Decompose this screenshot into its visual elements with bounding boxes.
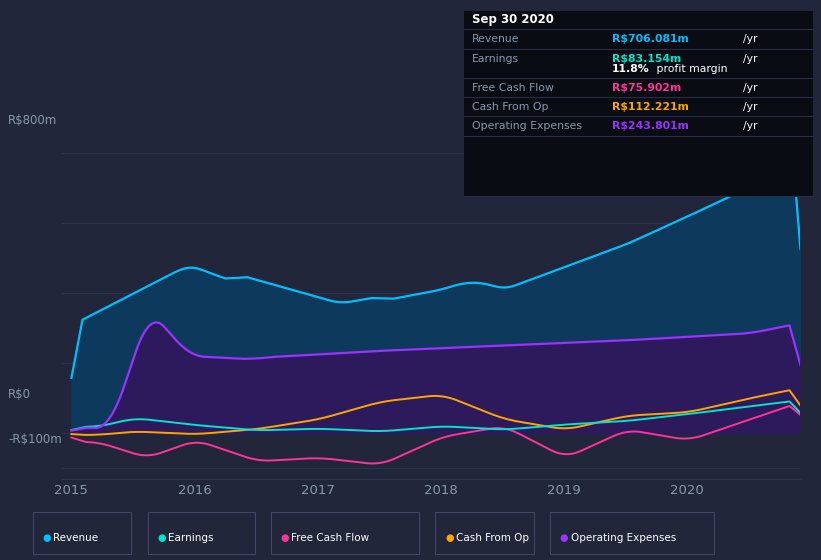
- Text: ●: ●: [445, 533, 453, 543]
- Text: R$800m: R$800m: [8, 114, 57, 127]
- Text: /yr: /yr: [743, 34, 758, 44]
- Text: R$83.154m: R$83.154m: [612, 54, 681, 64]
- Text: Revenue: Revenue: [472, 34, 520, 44]
- Text: R$0: R$0: [8, 388, 31, 402]
- Text: ●: ●: [158, 533, 166, 543]
- Text: Operating Expenses: Operating Expenses: [571, 533, 676, 543]
- Text: Operating Expenses: Operating Expenses: [472, 121, 582, 131]
- Text: R$75.902m: R$75.902m: [612, 83, 681, 93]
- Text: Free Cash Flow: Free Cash Flow: [472, 83, 554, 93]
- Text: Free Cash Flow: Free Cash Flow: [291, 533, 369, 543]
- Text: 11.8%: 11.8%: [612, 64, 649, 74]
- Text: Cash From Op: Cash From Op: [456, 533, 529, 543]
- Text: Earnings: Earnings: [472, 54, 519, 64]
- Text: ●: ●: [560, 533, 568, 543]
- Text: Revenue: Revenue: [53, 533, 99, 543]
- Text: R$112.221m: R$112.221m: [612, 102, 689, 112]
- Text: Cash From Op: Cash From Op: [472, 102, 548, 112]
- Text: Earnings: Earnings: [168, 533, 213, 543]
- Text: ●: ●: [281, 533, 289, 543]
- Text: -R$100m: -R$100m: [8, 433, 62, 446]
- Text: Sep 30 2020: Sep 30 2020: [472, 12, 554, 26]
- Text: profit margin: profit margin: [653, 64, 727, 74]
- Text: R$706.081m: R$706.081m: [612, 34, 688, 44]
- Text: ●: ●: [43, 533, 51, 543]
- Text: /yr: /yr: [743, 121, 758, 131]
- Text: /yr: /yr: [743, 83, 758, 93]
- Text: /yr: /yr: [743, 102, 758, 112]
- Text: R$243.801m: R$243.801m: [612, 121, 689, 131]
- Text: /yr: /yr: [743, 54, 758, 64]
